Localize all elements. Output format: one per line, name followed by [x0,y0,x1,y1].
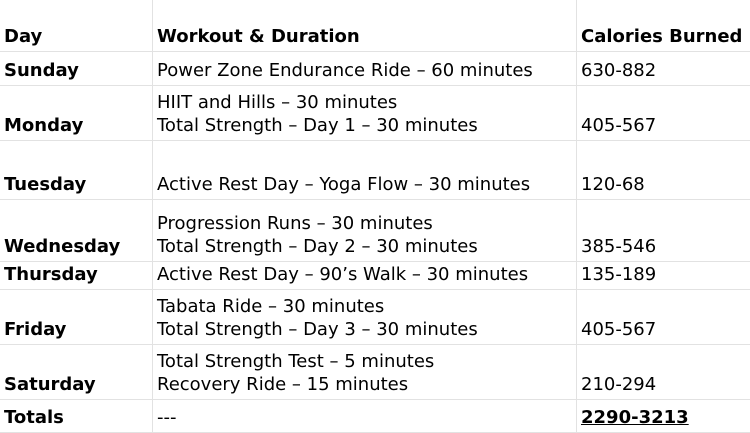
workout-cell: Progression Runs – 30 minutes Total Stren… [152,200,576,261]
day-cell: Saturday [0,345,152,399]
calories-cell: 135-189 [576,262,750,289]
table-row: Day Workout & Duration Calories Burned [0,0,750,52]
calories-cell: 405-567 [576,290,750,344]
day-cell: Totals [0,400,152,432]
table-row: Wednesday Progression Runs – 30 minutes To… [0,200,750,262]
calories-text: 405-567 [581,115,657,136]
day-cell: Thursday [0,262,152,289]
workout-text: Total Strength – Day 1 – 30 minutes [157,115,478,136]
workout-cell: Total Strength Test – 5 minutes Recovery … [152,345,576,399]
workout-text: Recovery Ride – 15 minutes [157,374,409,395]
workout-cell: HIIT and Hills – 30 minutes Total Strengt… [152,86,576,140]
header-cell: Calories Burned [576,0,750,51]
day-cell: Tuesday [0,141,152,199]
table-row: Tuesday Active Rest Day – Yoga Flow – 30 … [0,141,750,200]
calories-text: 405-567 [581,319,657,340]
day-text: Friday [4,319,67,340]
table-row: Saturday Total Strength Test – 5 minutes R… [0,345,750,400]
workout-text: Total Strength Test – 5 minutes [157,351,435,372]
day-text: Monday [4,115,84,136]
header-cell: Day [0,0,152,51]
calories-cell: 120-68 [576,141,750,199]
calories-text: 135-189 [581,264,657,285]
day-cell: Monday [0,86,152,140]
calories-cell: 2290-3213 [576,400,750,432]
workout-text: Tabata Ride – 30 minutes [157,296,385,317]
workout-cell: Active Rest Day – Yoga Flow – 30 minutes [152,141,576,199]
workout-text: Progression Runs – 30 minutes [157,213,433,234]
day-text: Wednesday [4,236,121,257]
totals-workout: --- [157,407,177,428]
header-text: Workout & Duration [157,26,360,47]
day-text: Sunday [4,60,79,81]
workout-text: Total Strength – Day 2 – 30 minutes [157,236,478,257]
workout-text: Total Strength – Day 3 – 30 minutes [157,319,478,340]
workout-cell: Active Rest Day – 90’s Walk – 30 minutes [152,262,576,289]
header-cell: Workout & Duration [152,0,576,51]
day-cell: Sunday [0,52,152,85]
totals-label: Totals [4,407,64,428]
totals-calories: 2290-3213 [581,407,689,428]
calories-cell: 210-294 [576,345,750,399]
workout-text: Power Zone Endurance Ride – 60 minutes [157,60,533,81]
workout-cell: Power Zone Endurance Ride – 60 minutes [152,52,576,85]
calories-cell: 630-882 [576,52,750,85]
calories-cell: 385-546 [576,200,750,261]
day-cell: Friday [0,290,152,344]
day-text: Tuesday [4,174,87,195]
calories-cell: 405-567 [576,86,750,140]
calories-text: 210-294 [581,374,657,395]
calories-text: 630-882 [581,60,657,81]
workout-text: Active Rest Day – Yoga Flow – 30 minutes [157,174,531,195]
calories-text: 120-68 [581,174,645,195]
calories-text: 385-546 [581,236,657,257]
day-text: Thursday [4,264,98,285]
workout-cell: --- [152,400,576,432]
day-cell: Wednesday [0,200,152,261]
workout-text: HIIT and Hills – 30 minutes [157,92,398,113]
header-text: Day [4,26,43,47]
table-row: Monday HIIT and Hills – 30 minutes Total S… [0,86,750,141]
table-row: Totals --- 2290-3213 [0,400,750,433]
workout-text: Active Rest Day – 90’s Walk – 30 minutes [157,264,529,285]
workout-cell: Tabata Ride – 30 minutes Total Strength –… [152,290,576,344]
table-row: Thursday Active Rest Day – 90’s Walk – 30… [0,262,750,290]
header-text: Calories Burned [581,26,743,47]
table-row: Friday Tabata Ride – 30 minutes Total Stre… [0,290,750,345]
table-row: Sunday Power Zone Endurance Ride – 60 min… [0,52,750,86]
day-text: Saturday [4,374,96,395]
